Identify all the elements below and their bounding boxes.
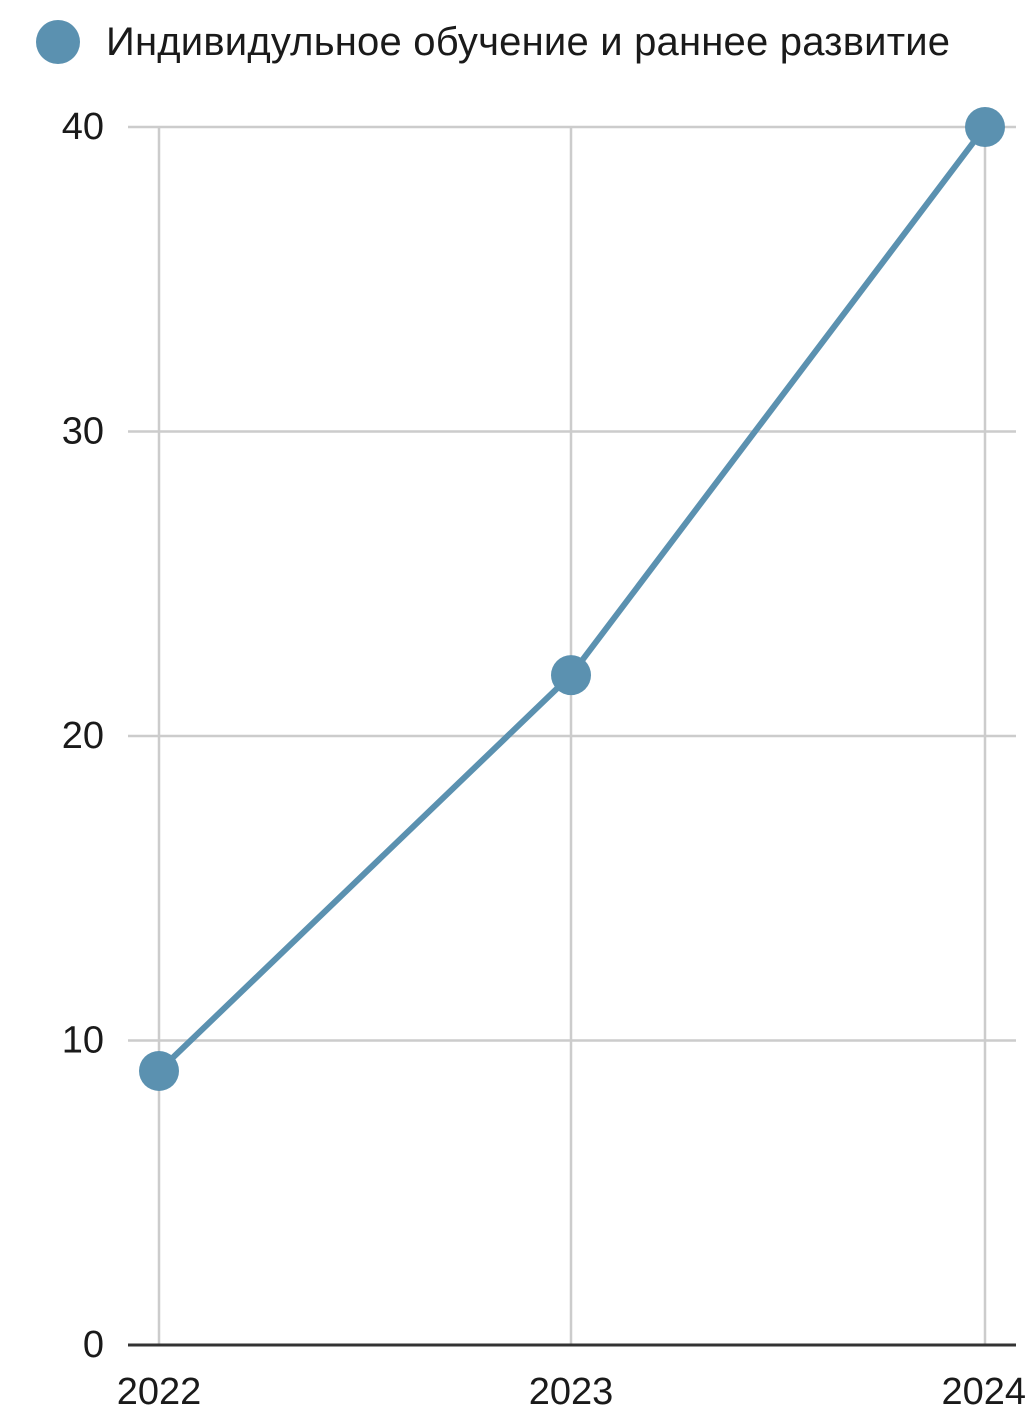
x-tick-label: 2024 (941, 1371, 1026, 1413)
chart-legend: Индивидульное обучение и раннее развитие (36, 14, 950, 70)
tick-labels: 0 10 20 30 40 2022 2023 2024 (62, 106, 1026, 1413)
data-point (551, 655, 591, 696)
y-tick-label: 30 (62, 411, 104, 453)
y-tick-label: 40 (62, 106, 104, 148)
data-point (965, 107, 1005, 147)
grid (128, 125, 1016, 1345)
y-tick-label: 10 (62, 1020, 104, 1062)
legend-swatch (36, 20, 80, 64)
data-point (139, 1050, 179, 1091)
y-tick-label: 20 (62, 715, 104, 757)
legend-label: Индивидульное обучение и раннее развитие (106, 19, 951, 64)
x-tick-label: 2022 (117, 1371, 202, 1413)
series (139, 107, 1005, 1091)
y-tick-label: 0 (83, 1324, 104, 1366)
x-tick-label: 2023 (529, 1371, 614, 1413)
